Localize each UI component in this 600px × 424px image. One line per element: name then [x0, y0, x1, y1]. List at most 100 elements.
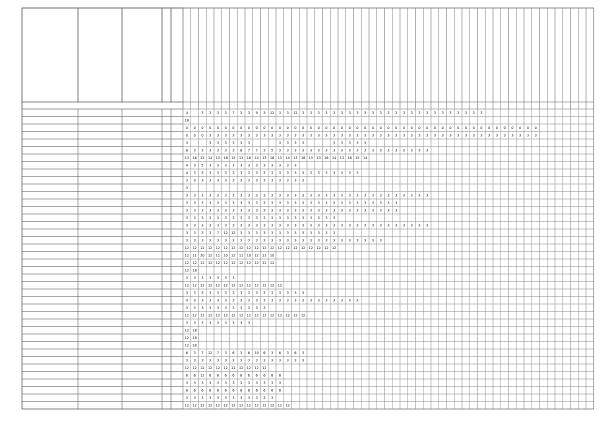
event-value: 3 [310, 216, 312, 220]
event-value: 3 [356, 224, 358, 228]
event-value: 3 [217, 201, 219, 205]
event-value: 16 [247, 156, 251, 160]
event-value: 3 [356, 171, 358, 175]
event-value: 3 [240, 164, 242, 168]
event-value: 3 [201, 149, 203, 153]
event-value: 3 [527, 134, 529, 138]
event-value: 3 [240, 216, 242, 220]
event-value: 15 [200, 156, 204, 160]
event-value: 3 [263, 224, 265, 228]
event-value: 3 [201, 291, 203, 295]
event-value: 3 [387, 194, 389, 198]
event-value: 3 [248, 299, 250, 303]
event-value: 3 [325, 209, 327, 213]
event-cell [585, 401, 594, 410]
event-value: 6 [248, 374, 250, 378]
event-value: 6 [248, 389, 250, 393]
event-value: 3 [271, 291, 273, 295]
event-value: 12 [216, 261, 220, 265]
event-value: 3 [240, 321, 242, 325]
event-value: 3 [232, 276, 234, 280]
event-value: 3 [256, 164, 258, 168]
event-value: 3 [217, 164, 219, 168]
event-value: 6 [263, 351, 265, 355]
event-value: 14 [332, 156, 336, 160]
event-value: 12 [255, 404, 259, 408]
event-value: 3 [256, 216, 258, 220]
event-value: 3 [325, 149, 327, 153]
event-value: 3 [395, 201, 397, 205]
event-value: 3 [294, 231, 296, 235]
event-value: 3 [194, 351, 196, 355]
event-value: 6 [248, 351, 250, 355]
event-value: 3 [372, 201, 374, 205]
event-value: 3 [217, 216, 219, 220]
event-value: 13 [262, 156, 266, 160]
event-value: 10 [224, 254, 228, 258]
event-value: 3 [209, 134, 211, 138]
event-value: 3 [364, 134, 366, 138]
event-value: 12 [200, 366, 204, 370]
event-value: 18 [193, 344, 197, 348]
event-value: 3 [263, 239, 265, 243]
event-value: 3 [341, 224, 343, 228]
event-value: 3 [349, 141, 351, 145]
event-value: 3 [387, 134, 389, 138]
event-value: 3 [364, 194, 366, 198]
event-value: 3 [256, 201, 258, 205]
event-value: 3 [302, 216, 304, 220]
event-value: 3 [372, 111, 374, 115]
event-value: 3 [248, 321, 250, 325]
event-value: 3 [263, 209, 265, 213]
event-value: 3 [194, 216, 196, 220]
event-value: 3 [217, 291, 219, 295]
event-value: 3 [186, 291, 188, 295]
event-value: 12 [278, 284, 282, 288]
event-value: 0 [535, 126, 537, 130]
event-value: 3 [256, 396, 258, 400]
event-value: 3 [201, 381, 203, 385]
event-value: 3 [263, 149, 265, 153]
event-value: 3 [256, 231, 258, 235]
event-value: 3 [341, 134, 343, 138]
event-value: 3 [302, 291, 304, 295]
event-value: 3 [287, 231, 289, 235]
event-value: 6 [232, 374, 234, 378]
event-value: 3 [225, 201, 227, 205]
event-value: 3 [201, 209, 203, 213]
event-value: 6 [194, 374, 196, 378]
event-value: 5 [201, 164, 203, 168]
event-value: 3 [473, 134, 475, 138]
event-value: 3 [349, 201, 351, 205]
event-value: 0 [186, 126, 188, 130]
event-value: 3 [225, 276, 227, 280]
event-value: 9 [256, 111, 258, 115]
event-value: 3 [279, 179, 281, 183]
event-value: 3 [271, 171, 273, 175]
event-value: 3 [194, 224, 196, 228]
event-value: 12 [193, 366, 197, 370]
event-value: 3 [364, 209, 366, 213]
event-value: 3 [318, 209, 320, 213]
event-value: 3 [209, 306, 211, 310]
event-value: 3 [287, 179, 289, 183]
event-value: 6 [232, 389, 234, 393]
event-value: 12 [185, 254, 189, 258]
event-value: 12 [208, 314, 212, 318]
event-value: 3 [356, 134, 358, 138]
event-value: 3 [496, 134, 498, 138]
event-value: 3 [217, 149, 219, 153]
event-value: 3 [341, 299, 343, 303]
event-value: 7 [248, 149, 250, 153]
event-value: 12 [262, 246, 266, 250]
event-value: 12 [200, 314, 204, 318]
event-value: 12 [247, 404, 251, 408]
event-value: 3 [225, 171, 227, 175]
table-row: 12 12 12 12 12 12 12 12 12 12 12 12 12 12 [21, 401, 594, 410]
event-value: 3 [186, 194, 188, 198]
event-value: 0 [325, 126, 327, 130]
event-value: 10 [270, 254, 274, 258]
event-value: 3 [325, 239, 327, 243]
event-value: 3 [232, 239, 234, 243]
event-value: 3 [194, 276, 196, 280]
